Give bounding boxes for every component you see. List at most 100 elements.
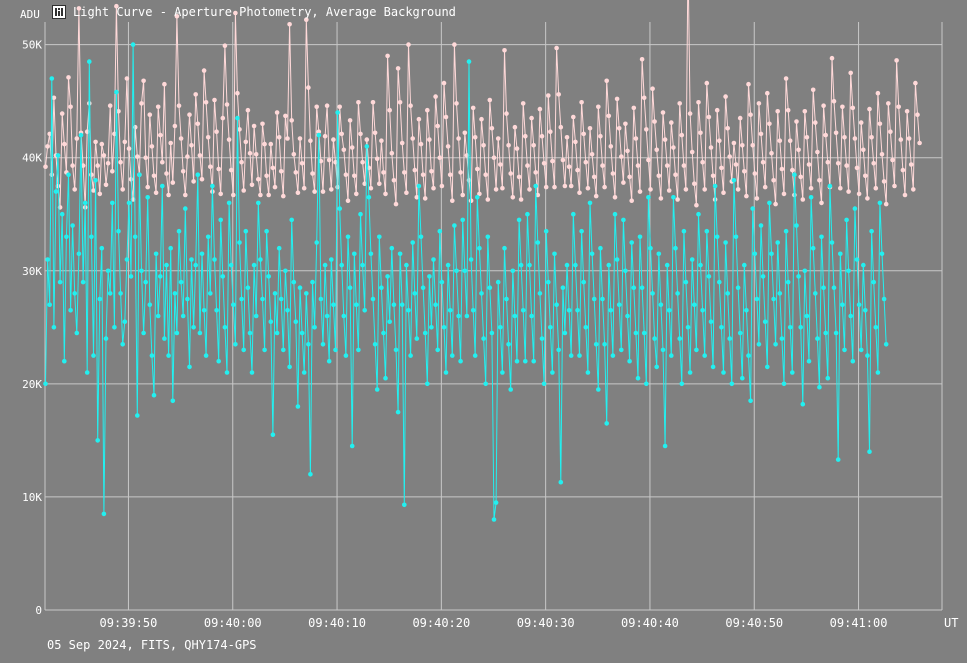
series-1-point bbox=[702, 187, 707, 192]
series-2-point bbox=[212, 257, 217, 262]
series-2-point bbox=[606, 262, 612, 268]
series-2-point bbox=[120, 342, 125, 347]
series-2-point bbox=[260, 296, 265, 302]
series-2-point bbox=[731, 178, 737, 183]
series-1-point bbox=[714, 107, 720, 113]
series-1-point bbox=[212, 97, 217, 103]
series-1-point bbox=[201, 68, 207, 73]
series-2-point bbox=[391, 302, 397, 308]
series-2-point bbox=[70, 223, 75, 228]
series-1-point bbox=[917, 140, 922, 146]
series-2-point bbox=[865, 353, 870, 358]
series-2-point bbox=[769, 251, 774, 257]
x-tick-label: 09:40:50 bbox=[725, 616, 783, 630]
series-2-point bbox=[147, 302, 153, 308]
series-1-point bbox=[349, 145, 355, 150]
series-2-point bbox=[431, 257, 436, 262]
series-1-point bbox=[700, 159, 705, 165]
series-2-point bbox=[264, 228, 269, 234]
series-2-point bbox=[218, 217, 223, 223]
series-2-point bbox=[612, 211, 618, 217]
series-1-point bbox=[787, 138, 793, 143]
series-1-point bbox=[829, 55, 835, 61]
series-2-point bbox=[308, 472, 313, 477]
series-2-point bbox=[266, 274, 272, 279]
series-2-point bbox=[427, 274, 432, 279]
series-1-point bbox=[170, 180, 176, 185]
series-2-point bbox=[804, 313, 810, 319]
series-2-point bbox=[554, 302, 559, 308]
y-axis-label: ADU bbox=[20, 8, 40, 21]
series-2-point bbox=[644, 381, 649, 387]
series-1-point bbox=[531, 143, 536, 148]
series-1-point bbox=[892, 183, 897, 189]
series-2-point bbox=[291, 279, 297, 285]
series-2-point bbox=[285, 308, 290, 313]
series-1-point bbox=[297, 136, 303, 141]
series-2-point bbox=[437, 228, 443, 234]
series-1-point bbox=[598, 133, 603, 139]
series-2-point bbox=[385, 274, 390, 279]
series-1-point bbox=[101, 153, 107, 158]
series-1-point bbox=[896, 104, 901, 110]
series-1-point bbox=[425, 107, 430, 113]
series-2-point bbox=[512, 313, 518, 319]
series-2-point bbox=[871, 279, 876, 285]
series-2-point bbox=[504, 296, 509, 302]
series-1-point bbox=[62, 141, 67, 147]
series-1-point bbox=[218, 191, 223, 197]
series-1-point bbox=[399, 140, 405, 146]
series-1-point bbox=[97, 191, 103, 197]
series-2-point bbox=[679, 381, 685, 387]
series-2-point bbox=[623, 268, 628, 274]
series-1-point bbox=[815, 149, 820, 155]
series-1-point bbox=[368, 185, 374, 191]
series-1-point bbox=[677, 101, 682, 106]
series-2-point bbox=[197, 330, 203, 336]
x-tick-label: 09:39:50 bbox=[100, 616, 158, 630]
series-1-point bbox=[385, 53, 390, 59]
series-1-point bbox=[831, 98, 837, 104]
series-1-point bbox=[243, 139, 249, 145]
series-2-point bbox=[222, 325, 228, 330]
series-2-point bbox=[180, 313, 186, 319]
series-2-point bbox=[727, 336, 732, 341]
series-1-point bbox=[343, 172, 349, 177]
series-2-point bbox=[306, 342, 311, 347]
series-1-point bbox=[623, 121, 628, 127]
series-2-point bbox=[245, 285, 251, 291]
series-1-point bbox=[573, 139, 578, 145]
series-1-point bbox=[139, 101, 144, 106]
series-1-point bbox=[372, 130, 378, 136]
series-1-point bbox=[527, 187, 532, 192]
series-1-point bbox=[318, 158, 324, 164]
series-1-point bbox=[877, 121, 883, 127]
series-2-point bbox=[87, 59, 92, 64]
series-2-point bbox=[600, 296, 605, 302]
series-1-point bbox=[525, 163, 530, 168]
series-1-point bbox=[251, 123, 257, 129]
series-1-point bbox=[276, 135, 282, 140]
series-1-point bbox=[558, 124, 564, 130]
series-1-point bbox=[835, 161, 841, 166]
series-1-point bbox=[435, 123, 441, 129]
series-2-point bbox=[773, 342, 778, 347]
series-2-point bbox=[329, 257, 334, 262]
series-2-point bbox=[575, 308, 580, 313]
series-2-point bbox=[360, 262, 365, 268]
series-1-point bbox=[890, 157, 895, 163]
series-2-point bbox=[662, 443, 668, 449]
series-2-point bbox=[91, 353, 96, 358]
series-2-point bbox=[395, 409, 401, 415]
series-1-point bbox=[99, 141, 105, 147]
series-1-point bbox=[310, 171, 315, 176]
series-1-point bbox=[418, 141, 424, 147]
y-tick-label: 30K bbox=[22, 265, 42, 278]
series-1-point bbox=[881, 179, 887, 184]
series-1-point bbox=[894, 58, 899, 63]
series-1-point bbox=[858, 120, 864, 125]
series-1-point bbox=[748, 112, 753, 117]
series-1-point bbox=[145, 184, 150, 190]
series-2-point bbox=[629, 240, 634, 245]
